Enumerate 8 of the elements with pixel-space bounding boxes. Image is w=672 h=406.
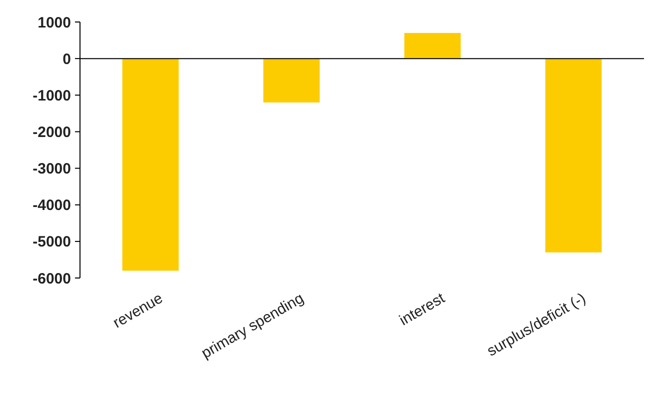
y-tick-label: 1000 bbox=[38, 14, 71, 32]
y-tick-label: -5000 bbox=[32, 234, 71, 251]
y-tick-label: 0 bbox=[62, 50, 71, 68]
y-tick-label: -6000 bbox=[32, 270, 71, 288]
y-tick-label: -4000 bbox=[32, 197, 71, 214]
y-tick-label: -3000 bbox=[32, 160, 71, 178]
y-tick-label: -1000 bbox=[32, 87, 71, 104]
y-tick-label: -2000 bbox=[32, 124, 71, 141]
